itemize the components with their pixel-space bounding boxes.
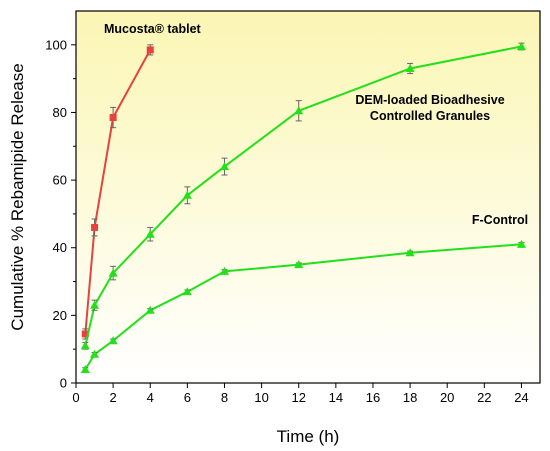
series-label-line: DEM-loaded Bioadhesive <box>355 93 504 107</box>
y-tick-label: 100 <box>45 37 67 52</box>
y-tick-label: 20 <box>53 308 67 323</box>
x-tick-label: 14 <box>329 390 343 405</box>
series-line <box>84 49 152 335</box>
series-label-line: F-Control <box>472 213 528 227</box>
y-tick-label: 80 <box>53 105 67 120</box>
data-point <box>90 349 100 358</box>
series-3 <box>80 239 526 373</box>
plot-frame <box>75 10 541 384</box>
data-point <box>108 336 118 345</box>
data-point <box>145 229 155 238</box>
y-tick-label: 0 <box>60 376 67 391</box>
series-2 <box>80 42 526 350</box>
data-point <box>516 42 526 51</box>
x-tick-label: 18 <box>403 390 417 405</box>
data-point <box>90 300 100 309</box>
x-axis-title: Time (h) <box>277 427 340 446</box>
data-point <box>80 364 90 373</box>
x-tick-label: 16 <box>366 390 380 405</box>
data-point <box>109 114 117 122</box>
data-point <box>294 260 304 269</box>
series-annotations: Mucosta® tablet DEM-loaded Bioadhesive Con… <box>104 22 528 227</box>
data-point <box>146 46 154 54</box>
data-point <box>80 341 90 350</box>
x-tick-label: 22 <box>477 390 491 405</box>
data-point <box>81 330 89 338</box>
data-point <box>516 239 526 248</box>
series-1 <box>81 44 154 340</box>
data-point <box>182 190 192 199</box>
data-point <box>108 268 118 277</box>
series-label-1: Mucosta® tablet <box>104 22 202 36</box>
data-point <box>294 106 304 115</box>
x-tick-label: 0 <box>72 390 79 405</box>
x-tick-label: 6 <box>184 390 191 405</box>
x-tick-label: 12 <box>291 390 305 405</box>
data-point <box>405 63 415 72</box>
data-point <box>219 162 229 171</box>
series-layer <box>80 42 526 373</box>
x-tick-label: 10 <box>254 390 268 405</box>
data-point <box>219 266 229 275</box>
x-tick-label: 4 <box>147 390 154 405</box>
x-tick-label: 2 <box>110 390 117 405</box>
plot-area <box>76 11 540 383</box>
series-label-line: Mucosta® tablet <box>104 22 202 36</box>
y-tick-label: 40 <box>53 240 67 255</box>
x-tick-label: 8 <box>221 390 228 405</box>
data-point <box>405 248 415 257</box>
data-point <box>91 223 99 231</box>
y-tick-label: 60 <box>53 173 67 188</box>
series-label-3: F-Control <box>472 213 528 227</box>
y-axis-title: Cumulative % Rebamipide Release <box>8 63 27 330</box>
x-tick-label: 20 <box>440 390 454 405</box>
series-label-2: DEM-loaded Bioadhesive Controlled Granule… <box>355 93 504 123</box>
data-point <box>182 287 192 296</box>
x-tick-label: 24 <box>514 390 528 405</box>
data-point <box>145 305 155 314</box>
series-label-line: Controlled Granules <box>370 109 490 123</box>
